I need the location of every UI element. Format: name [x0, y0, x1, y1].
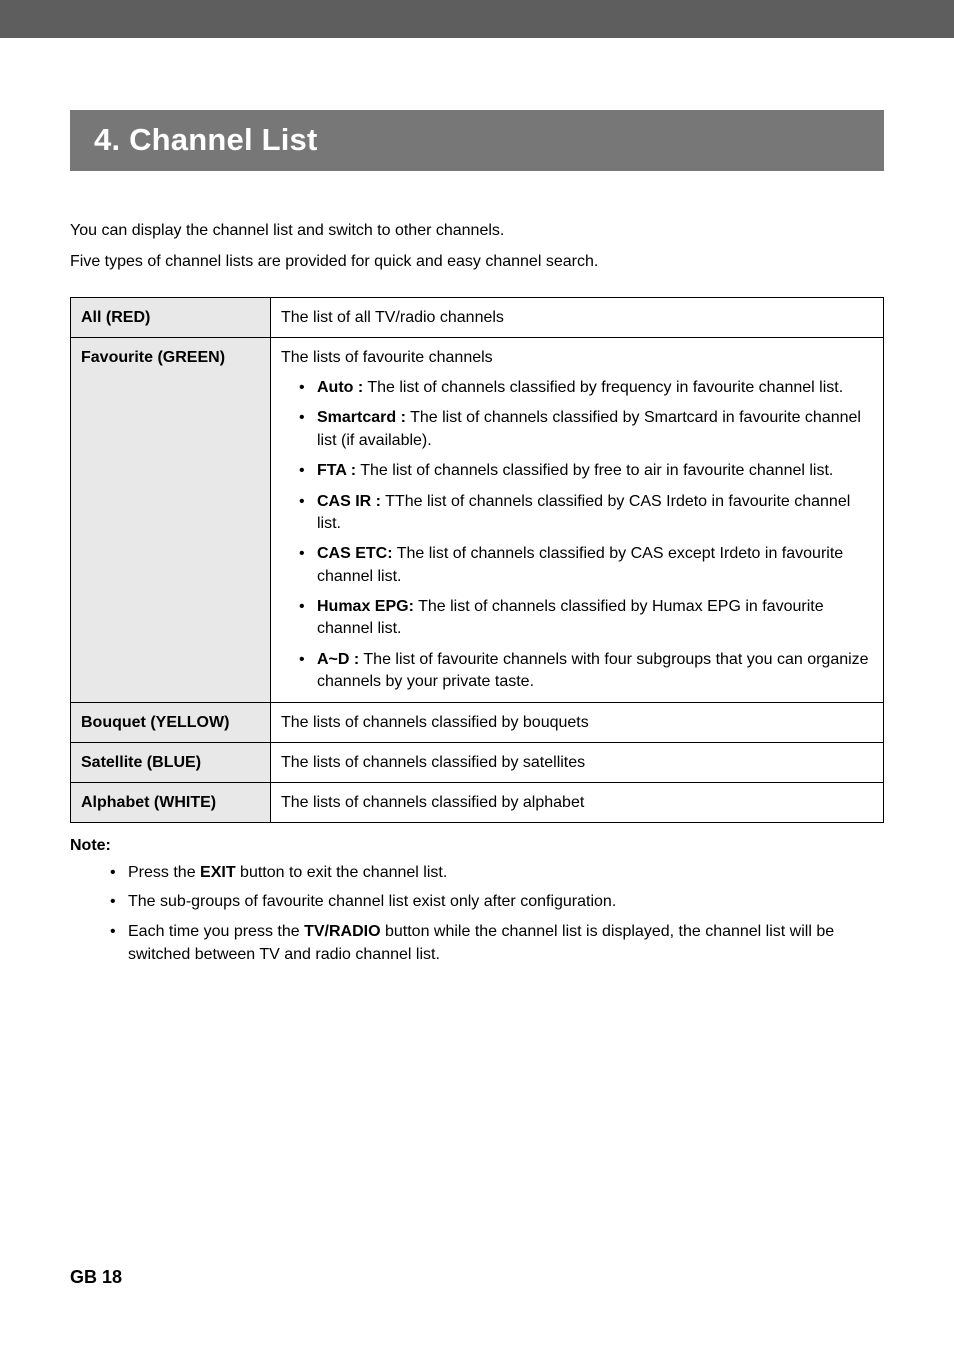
term: FTA :	[317, 462, 356, 479]
note-pre: Each time you press the	[128, 923, 304, 940]
chapter-band: 4. Channel List	[70, 110, 884, 171]
top-bar	[0, 0, 954, 38]
term: CAS IR :	[317, 493, 381, 510]
note-bold: TV/RADIO	[304, 923, 380, 940]
row-desc: The lists of channels classified by alph…	[271, 783, 884, 823]
note-bold: EXIT	[200, 864, 236, 881]
row-label: Alphabet (WHITE)	[71, 783, 271, 823]
list-item: Each time you press the TV/RADIO button …	[70, 920, 884, 966]
list-item: CAS ETC: The list of channels classified…	[281, 543, 873, 588]
term: CAS ETC:	[317, 545, 393, 562]
desc: The list of channels classified by free …	[356, 462, 833, 479]
desc: The list of favourite channels with four…	[317, 651, 869, 690]
list-item: Press the EXIT button to exit the channe…	[70, 861, 884, 884]
table-row: All (RED) The list of all TV/radio chann…	[71, 297, 884, 337]
row-intro-text: The lists of favourite channels	[281, 349, 493, 366]
list-item: A~D : The list of favourite channels wit…	[281, 649, 873, 694]
list-item: The sub-groups of favourite channel list…	[70, 890, 884, 913]
list-item: Auto : The list of channels classified b…	[281, 377, 873, 399]
list-item: Humax EPG: The list of channels classifi…	[281, 596, 873, 641]
row-label: Satellite (BLUE)	[71, 742, 271, 782]
page-number: GB 18	[70, 1267, 122, 1288]
table-row: Alphabet (WHITE) The lists of channels c…	[71, 783, 884, 823]
note-pre: The sub-groups of favourite channel list…	[128, 893, 616, 910]
content: 4. Channel List You can display the chan…	[0, 38, 954, 966]
desc: TThe list of channels classified by CAS …	[317, 493, 850, 532]
list-item: FTA : The list of channels classified by…	[281, 460, 873, 482]
intro-line-2: Five types of channel lists are provided…	[70, 250, 884, 275]
row-label: All (RED)	[71, 297, 271, 337]
note-heading: Note:	[70, 837, 884, 855]
row-label: Bouquet (YELLOW)	[71, 702, 271, 742]
row-label: Favourite (GREEN)	[71, 337, 271, 702]
row-desc: The lists of channels classified by sate…	[271, 742, 884, 782]
term: A~D :	[317, 651, 359, 668]
table-row: Favourite (GREEN) The lists of favourite…	[71, 337, 884, 702]
term: Auto :	[317, 379, 363, 396]
chapter-title: 4. Channel List	[94, 122, 860, 158]
note-post: button to exit the channel list.	[236, 864, 448, 881]
term: Smartcard :	[317, 409, 406, 426]
list-item: Smartcard : The list of channels classif…	[281, 407, 873, 452]
intro-line-1: You can display the channel list and swi…	[70, 219, 884, 244]
note-pre: Press the	[128, 864, 200, 881]
row-desc: The lists of favourite channels Auto : T…	[271, 337, 884, 702]
table-row: Bouquet (YELLOW) The lists of channels c…	[71, 702, 884, 742]
sub-list: Auto : The list of channels classified b…	[281, 377, 873, 694]
intro-block: You can display the channel list and swi…	[70, 219, 884, 275]
row-desc: The list of all TV/radio channels	[271, 297, 884, 337]
row-desc: The lists of channels classified by bouq…	[271, 702, 884, 742]
channel-list-table: All (RED) The list of all TV/radio chann…	[70, 297, 884, 824]
term: Humax EPG:	[317, 598, 414, 615]
table-row: Satellite (BLUE) The lists of channels c…	[71, 742, 884, 782]
desc: The list of channels classified by frequ…	[363, 379, 843, 396]
note-list: Press the EXIT button to exit the channe…	[70, 861, 884, 966]
desc: The list of channels classified by CAS e…	[317, 545, 843, 584]
list-item: CAS IR : TThe list of channels classifie…	[281, 491, 873, 536]
